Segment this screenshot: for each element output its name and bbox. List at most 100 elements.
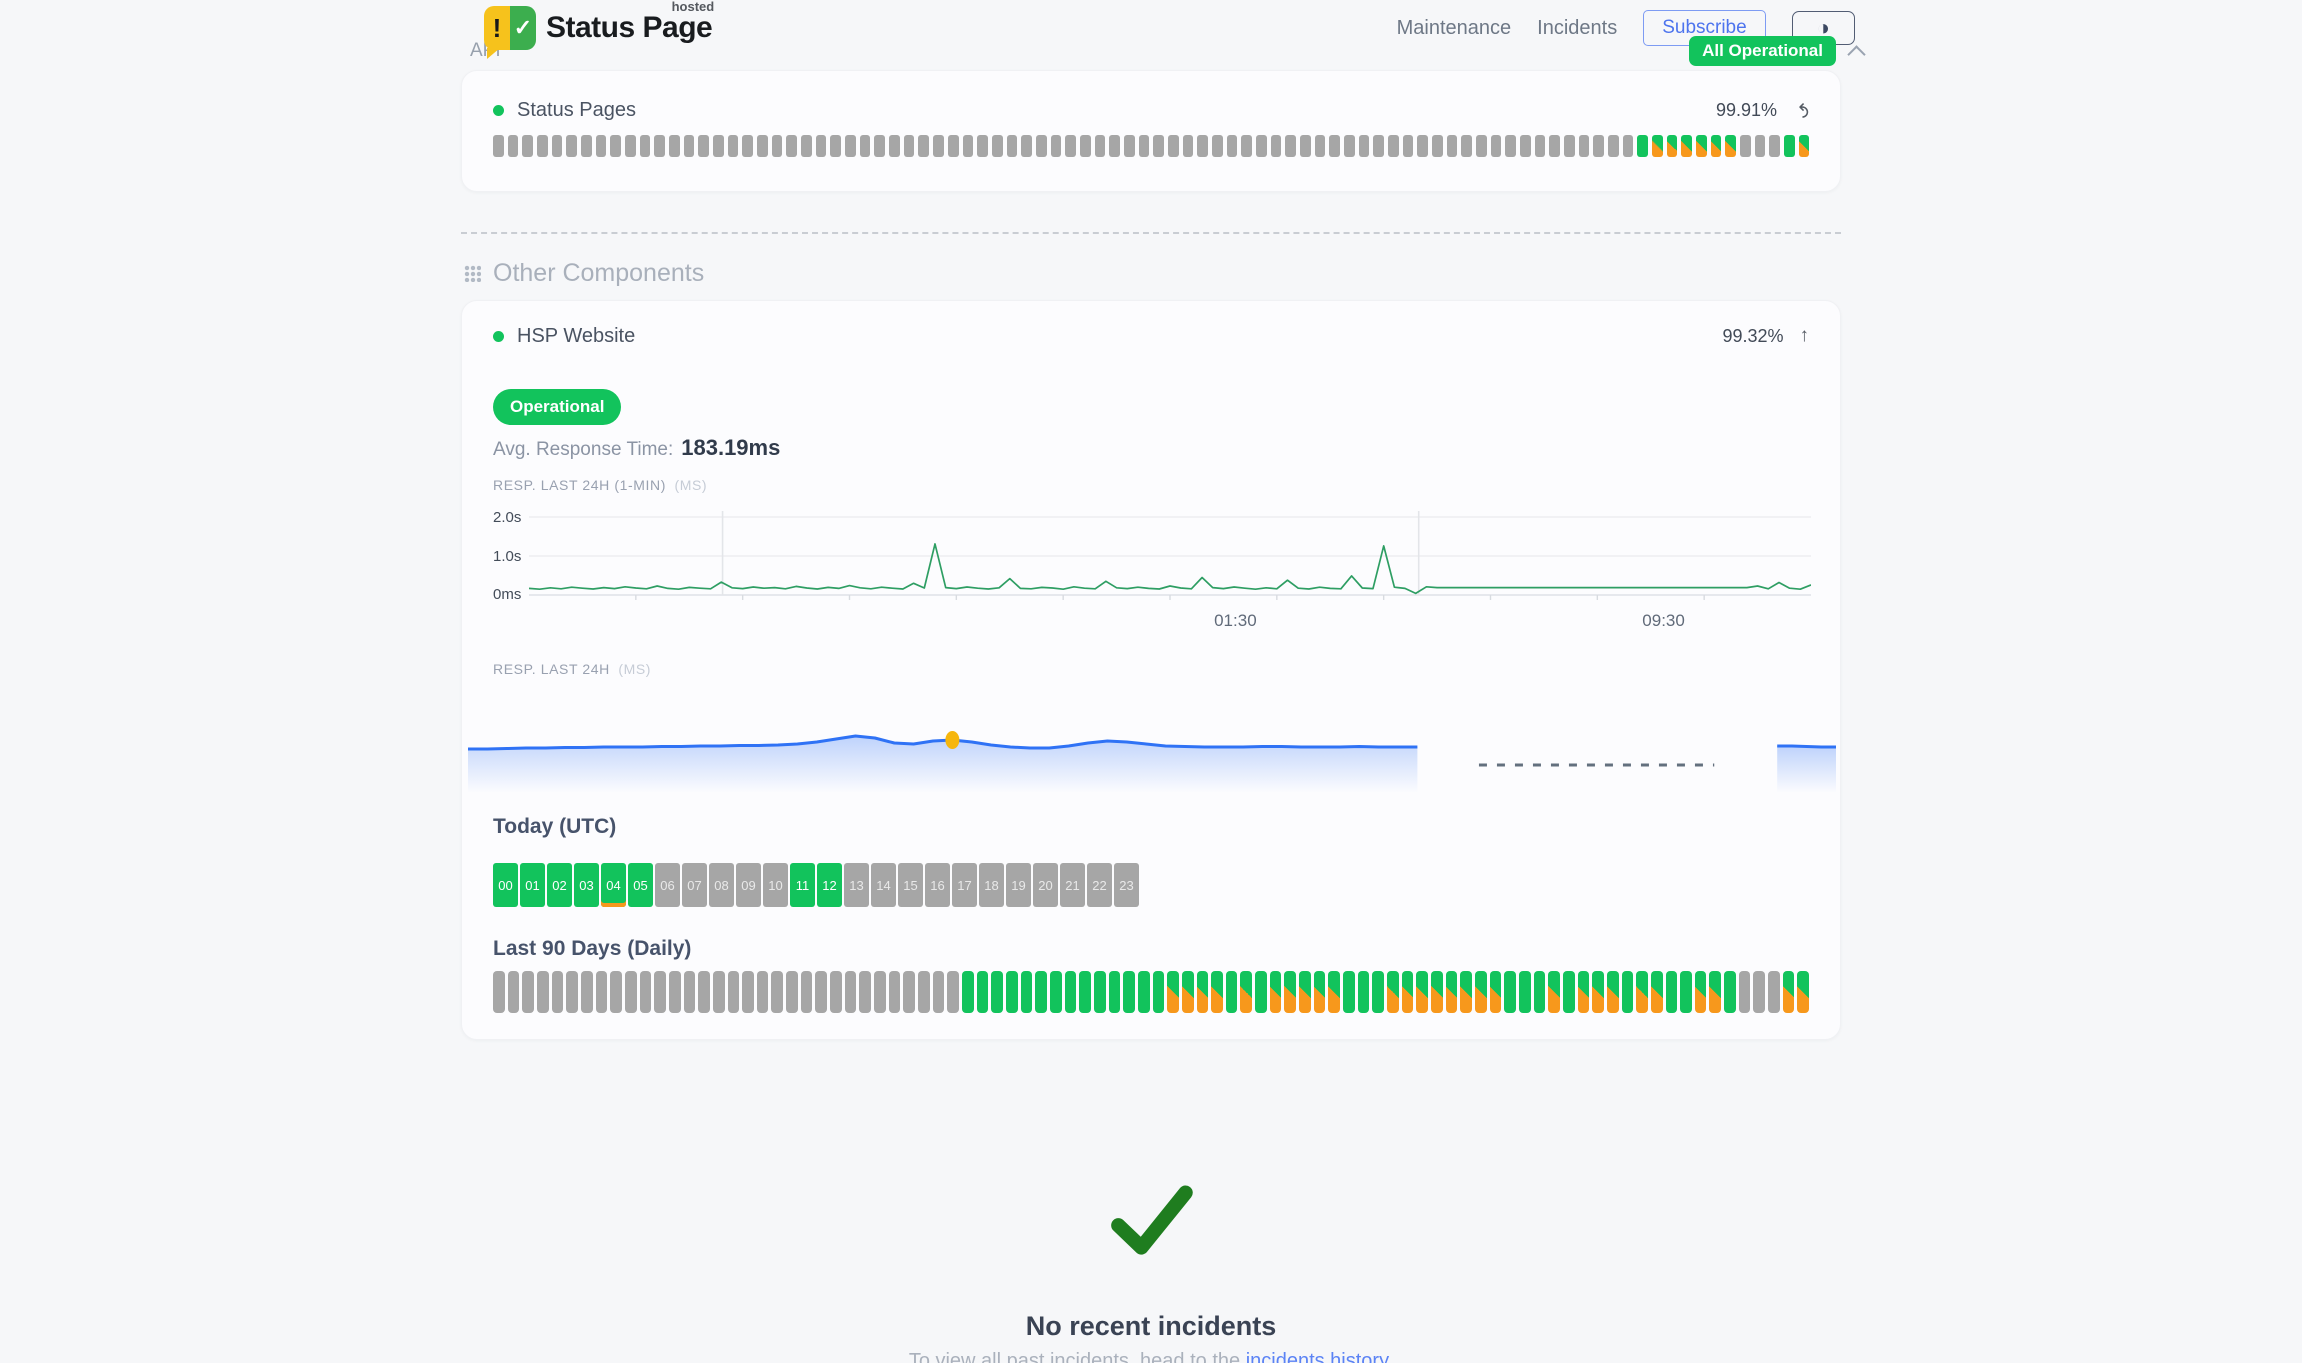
- uptime-block[interactable]: [537, 135, 548, 157]
- day-block[interactable]: [1137, 971, 1150, 1013]
- day-block[interactable]: [947, 971, 959, 1013]
- day-block[interactable]: [1093, 971, 1106, 1013]
- uptime-block[interactable]: [1740, 135, 1751, 157]
- uptime-block[interactable]: [1123, 135, 1135, 157]
- day-block[interactable]: [1196, 971, 1209, 1013]
- day-block[interactable]: [1225, 971, 1238, 1013]
- uptime-block[interactable]: [1446, 135, 1458, 157]
- uptime-block[interactable]: [1549, 135, 1561, 157]
- day-block[interactable]: [1005, 971, 1018, 1013]
- uptime-block[interactable]: [1710, 135, 1722, 157]
- uptime-block[interactable]: [1798, 135, 1810, 157]
- uptime-block[interactable]: [1153, 135, 1164, 157]
- uptime-block[interactable]: [493, 135, 504, 157]
- uptime-block[interactable]: [522, 135, 534, 157]
- uptime-block[interactable]: [713, 135, 724, 157]
- day-block[interactable]: [1474, 971, 1487, 1013]
- day-block[interactable]: [1797, 971, 1810, 1013]
- day-block[interactable]: [683, 971, 696, 1013]
- response-trend-chart[interactable]: [468, 693, 1836, 793]
- logo[interactable]: ! ✓ Status Page hosted: [484, 0, 714, 59]
- uptime-block[interactable]: [1226, 135, 1238, 157]
- day-block[interactable]: [1284, 971, 1297, 1013]
- hour-block[interactable]: 23: [1114, 863, 1139, 907]
- uptime-block[interactable]: [1534, 135, 1546, 157]
- day-block[interactable]: [756, 971, 769, 1013]
- day-block[interactable]: [1753, 971, 1766, 1013]
- hour-block[interactable]: 17: [952, 863, 977, 907]
- uptime-block[interactable]: [1021, 135, 1032, 157]
- day-block[interactable]: [1269, 971, 1282, 1013]
- uptime-block[interactable]: [1211, 135, 1223, 157]
- uptime-block[interactable]: [1564, 135, 1575, 157]
- hour-block[interactable]: 15: [898, 863, 923, 907]
- uptime-block[interactable]: [639, 135, 651, 157]
- hour-block[interactable]: 04: [601, 863, 626, 907]
- day-block[interactable]: [507, 971, 520, 1013]
- uptime-block[interactable]: [830, 135, 842, 157]
- uptime-block[interactable]: [1299, 135, 1311, 157]
- uptime-block[interactable]: [771, 135, 783, 157]
- day-block[interactable]: [1431, 971, 1443, 1013]
- day-block[interactable]: [493, 971, 505, 1013]
- day-block[interactable]: [962, 971, 974, 1013]
- uptime-block[interactable]: [1079, 135, 1091, 157]
- day-block[interactable]: [1562, 971, 1575, 1013]
- uptime-block[interactable]: [669, 135, 680, 157]
- day-block[interactable]: [624, 971, 637, 1013]
- day-block[interactable]: [698, 971, 710, 1013]
- day-block[interactable]: [771, 971, 784, 1013]
- day-block[interactable]: [1299, 971, 1311, 1013]
- day-block[interactable]: [1181, 971, 1194, 1013]
- day-block[interactable]: [1372, 971, 1385, 1013]
- hour-block[interactable]: 09: [736, 863, 761, 907]
- day-block[interactable]: [1504, 971, 1516, 1013]
- day-block[interactable]: [1079, 971, 1091, 1013]
- day-block[interactable]: [800, 971, 813, 1013]
- hour-block[interactable]: 00: [493, 863, 518, 907]
- day-block[interactable]: [1724, 971, 1736, 1013]
- uptime-block[interactable]: [1476, 135, 1487, 157]
- day-block[interactable]: [1606, 971, 1619, 1013]
- day-block[interactable]: [610, 971, 622, 1013]
- day-block[interactable]: [742, 971, 754, 1013]
- day-block[interactable]: [844, 971, 857, 1013]
- uptime-block[interactable]: [1637, 135, 1649, 157]
- day-block[interactable]: [1577, 971, 1590, 1013]
- day-block[interactable]: [668, 971, 681, 1013]
- last90-days-bar[interactable]: [493, 971, 1810, 1013]
- uptime-block[interactable]: [757, 135, 768, 157]
- day-block[interactable]: [1328, 971, 1341, 1013]
- day-block[interactable]: [1255, 971, 1267, 1013]
- uptime-block[interactable]: [1622, 135, 1634, 157]
- hour-block[interactable]: 21: [1060, 863, 1085, 907]
- today-hours-bar[interactable]: 00 01 02 03 04 05 06 07 08 09 10 11 12 13 14 15 16 17 18 19…: [493, 863, 1143, 907]
- hour-block[interactable]: 19: [1006, 863, 1031, 907]
- uptime-block[interactable]: [1285, 135, 1296, 157]
- uptime-block[interactable]: [1241, 135, 1252, 157]
- hour-block[interactable]: 07: [682, 863, 707, 907]
- uptime-block[interactable]: [845, 135, 856, 157]
- uptime-block[interactable]: [683, 135, 695, 157]
- uptime-block[interactable]: [742, 135, 754, 157]
- day-block[interactable]: [976, 971, 989, 1013]
- uptime-block[interactable]: [801, 135, 812, 157]
- uptime-block[interactable]: [962, 135, 974, 157]
- uptime-block[interactable]: [786, 135, 798, 157]
- day-block[interactable]: [536, 971, 549, 1013]
- uptime-block[interactable]: [933, 135, 944, 157]
- day-block[interactable]: [639, 971, 652, 1013]
- uptime-block[interactable]: [1461, 135, 1473, 157]
- day-block[interactable]: [1782, 971, 1795, 1013]
- chevron-up-icon[interactable]: [1847, 44, 1866, 64]
- day-block[interactable]: [1518, 971, 1531, 1013]
- day-block[interactable]: [1621, 971, 1634, 1013]
- uptime-block[interactable]: [1138, 135, 1150, 157]
- day-block[interactable]: [918, 971, 930, 1013]
- day-block[interactable]: [888, 971, 901, 1013]
- uptime-block[interactable]: [1652, 135, 1663, 157]
- hour-block[interactable]: 03: [574, 863, 599, 907]
- hour-block[interactable]: 01: [520, 863, 545, 907]
- uptime-block[interactable]: [1373, 135, 1384, 157]
- uptime-block[interactable]: [1417, 135, 1428, 157]
